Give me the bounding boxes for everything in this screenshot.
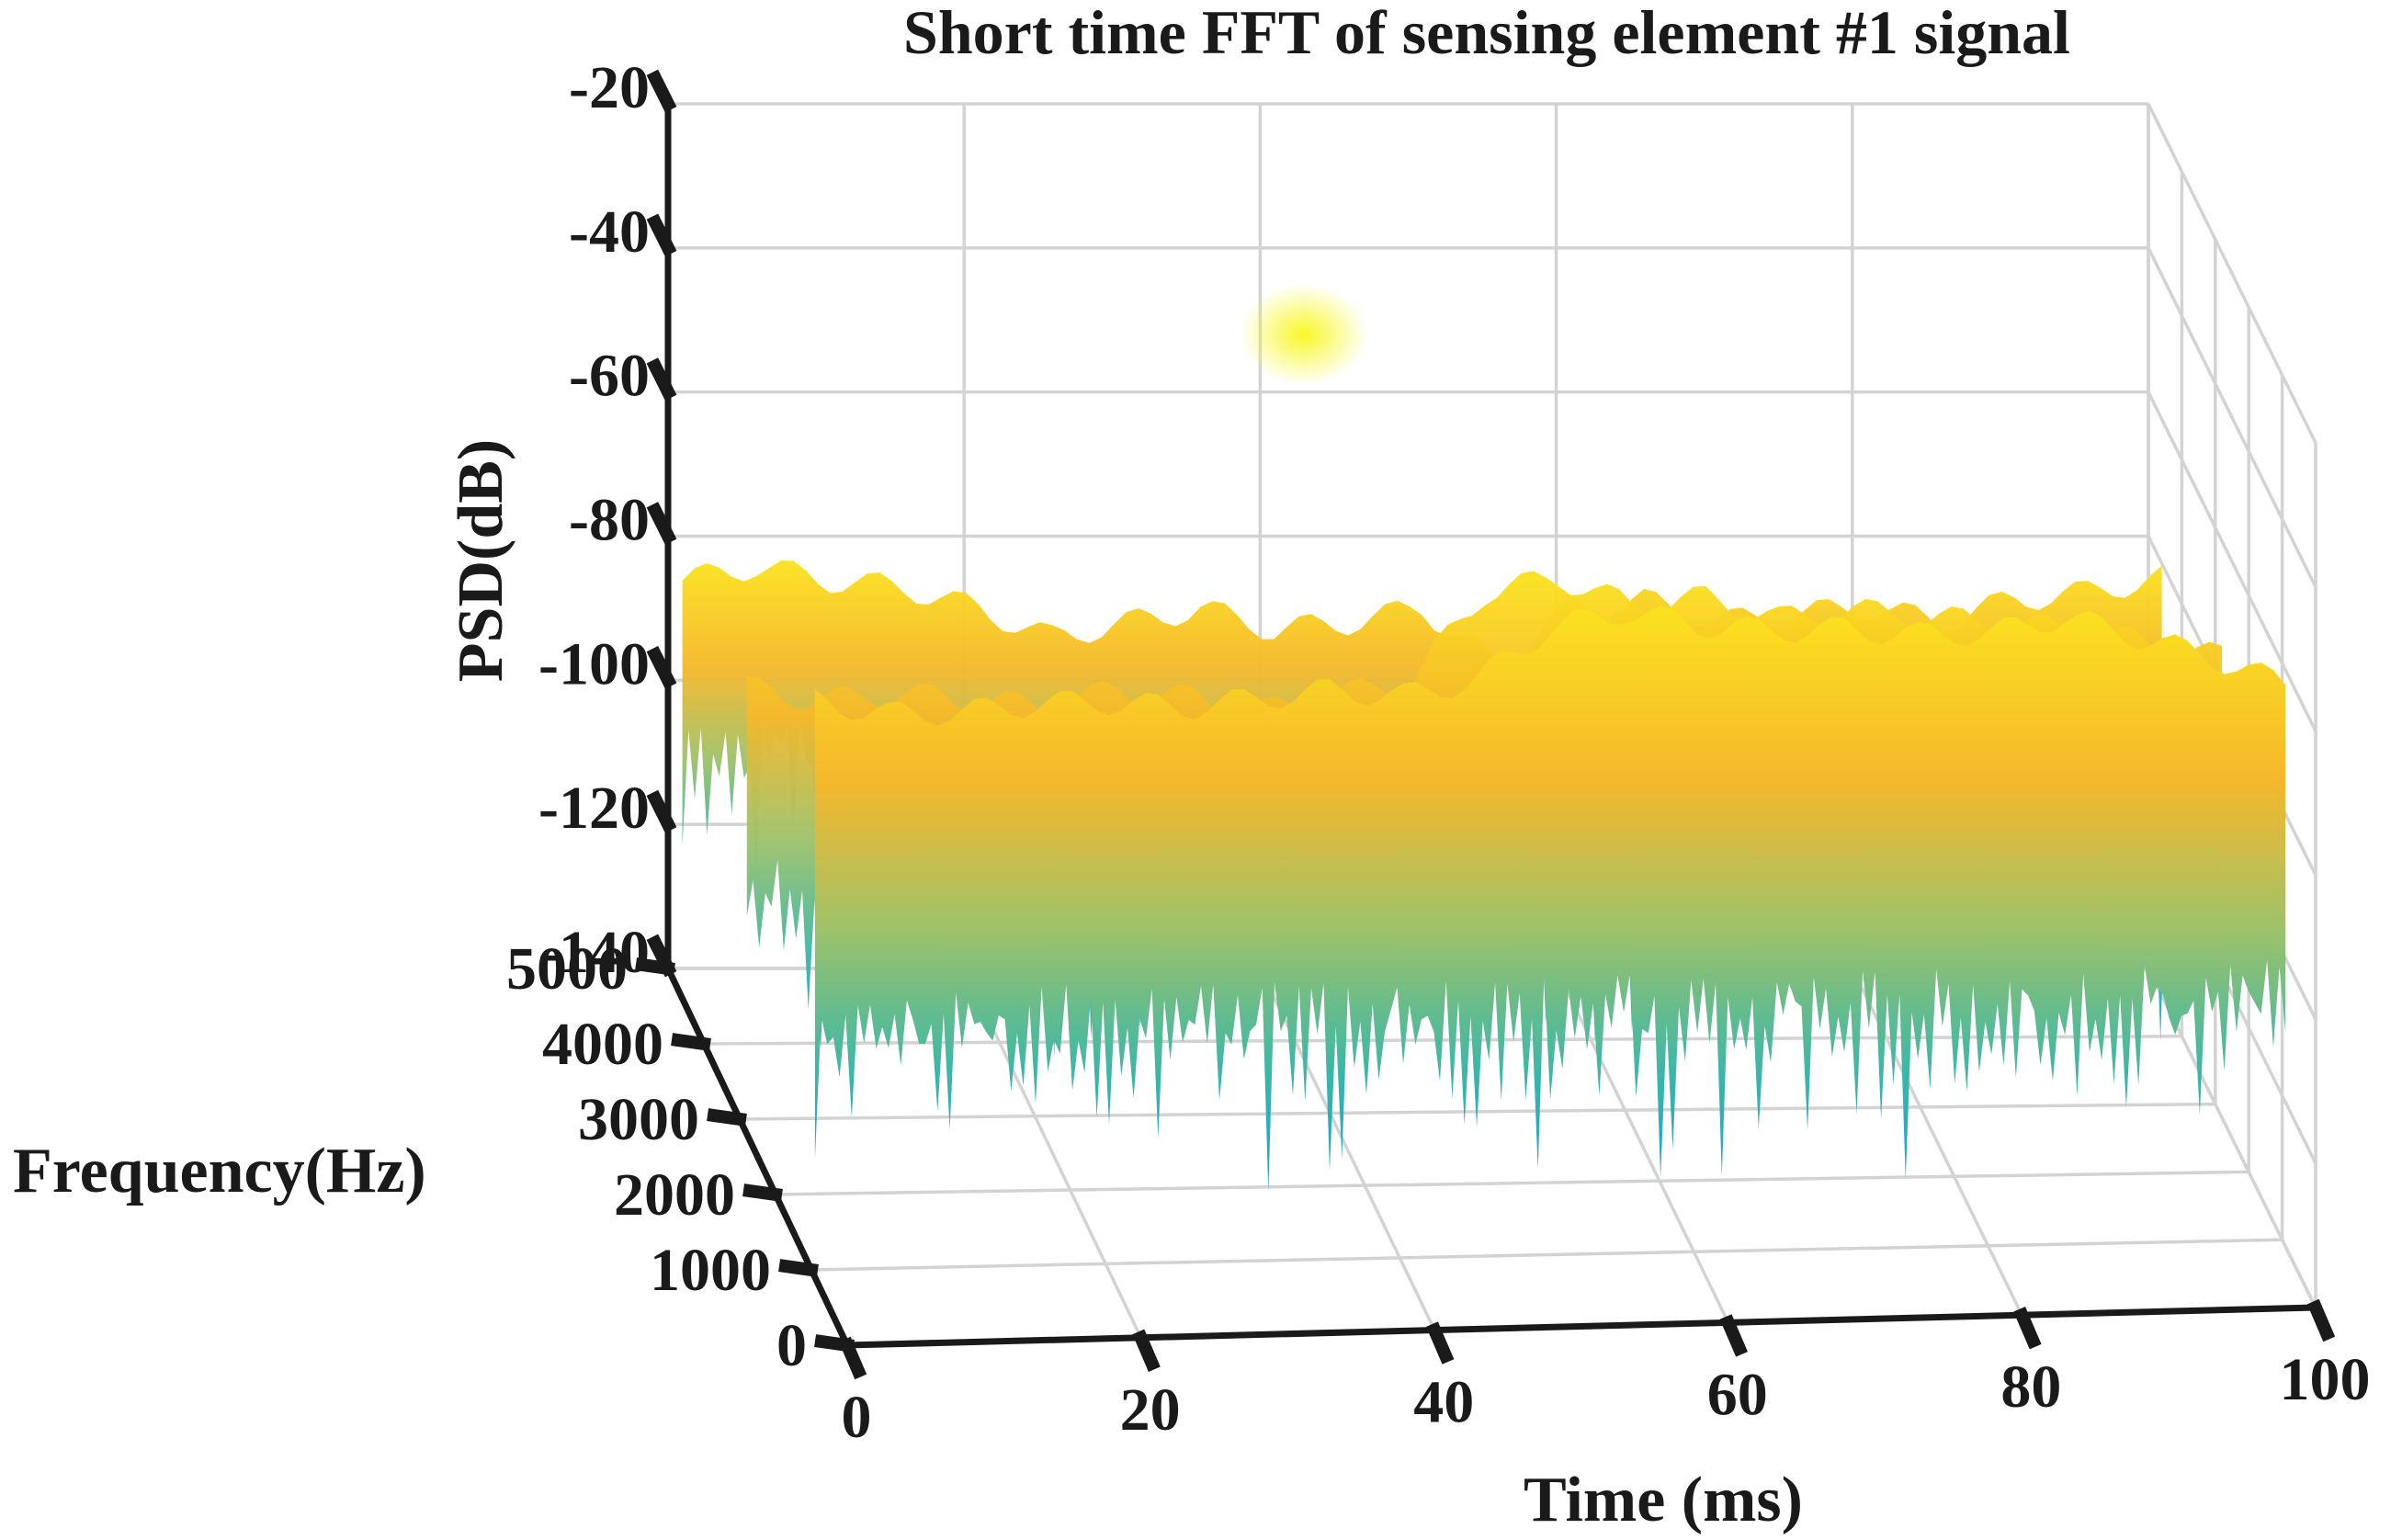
y-gridline-floor: [810, 1238, 2283, 1272]
z-tick-label: -100: [538, 630, 650, 697]
y-tick-mark: [671, 1033, 711, 1051]
z-tick-mark: [646, 213, 677, 257]
z-tick-label: -40: [569, 198, 650, 266]
z-tick-mark: [646, 69, 677, 113]
y-tick-label: 4000: [542, 1011, 663, 1078]
z-tick-label: -120: [538, 775, 650, 842]
y-tick-mark: [707, 1108, 747, 1127]
y-gridline-floor: [775, 1170, 2249, 1196]
z-gridline-side: [2147, 103, 2317, 444]
x-tick-mark: [2013, 1307, 2042, 1350]
x-gridline-floor: [1258, 968, 1436, 1331]
y-tick-label: 2000: [614, 1161, 735, 1229]
z-tick-mark: [646, 357, 677, 402]
z-tick-label: -80: [569, 487, 650, 554]
y-tick-label: 1000: [650, 1237, 771, 1304]
z-tick-label: -20: [569, 54, 650, 121]
z-axis-ticks: -20 -40 -60 -80 -100 -120 -140: [538, 54, 677, 986]
peak-highlight: [1239, 283, 1368, 385]
surface-ridge: [814, 606, 2286, 1193]
z-tick-mark: [646, 789, 677, 833]
x-axis-label: Time (ms): [1524, 1465, 1803, 1535]
x-tick-mark: [2306, 1298, 2336, 1342]
x-tick-label: 100: [2280, 1346, 2371, 1413]
y-tick-mark: [778, 1259, 819, 1277]
x-tick-label: 40: [1413, 1369, 1474, 1436]
z-tick-label: -140: [538, 919, 650, 986]
y-tick-label: 3000: [578, 1086, 699, 1153]
z-axis-label: PSD(dB): [446, 439, 516, 682]
z-tick-label: -60: [569, 343, 650, 410]
surface-plot: [682, 283, 2286, 1193]
z-tick-mark: [646, 645, 677, 689]
x-tick-label: 60: [1707, 1361, 1768, 1428]
x-tick-label: 80: [2000, 1353, 2061, 1421]
x-tick-label: 20: [1120, 1376, 1181, 1444]
y-tick-label: 0: [776, 1312, 807, 1379]
z-tick-mark: [646, 502, 677, 545]
y-axis-line: [664, 967, 851, 1347]
x-tick-label: 0: [842, 1384, 872, 1451]
x-axis-ticks: 0 20 40 60 80 100: [838, 1298, 2371, 1451]
chart-title: Short time FFT of sensing element #1 sig…: [903, 0, 2070, 67]
z-gridline-side: [2147, 247, 2317, 588]
y-tick-mark: [742, 1183, 783, 1202]
x-tick-mark: [1132, 1329, 1161, 1372]
x-tick-mark: [1719, 1314, 1748, 1357]
y-tick-label: 5000: [506, 935, 628, 1002]
z-gridline-side: [2147, 391, 2317, 732]
y-tick-mark: [635, 957, 675, 976]
x-tick-mark: [1426, 1321, 1455, 1364]
x-axis-line: [846, 1304, 2317, 1349]
x-tick-mark: [838, 1336, 867, 1380]
y-axis-label: Frequency(Hz): [13, 1136, 426, 1206]
